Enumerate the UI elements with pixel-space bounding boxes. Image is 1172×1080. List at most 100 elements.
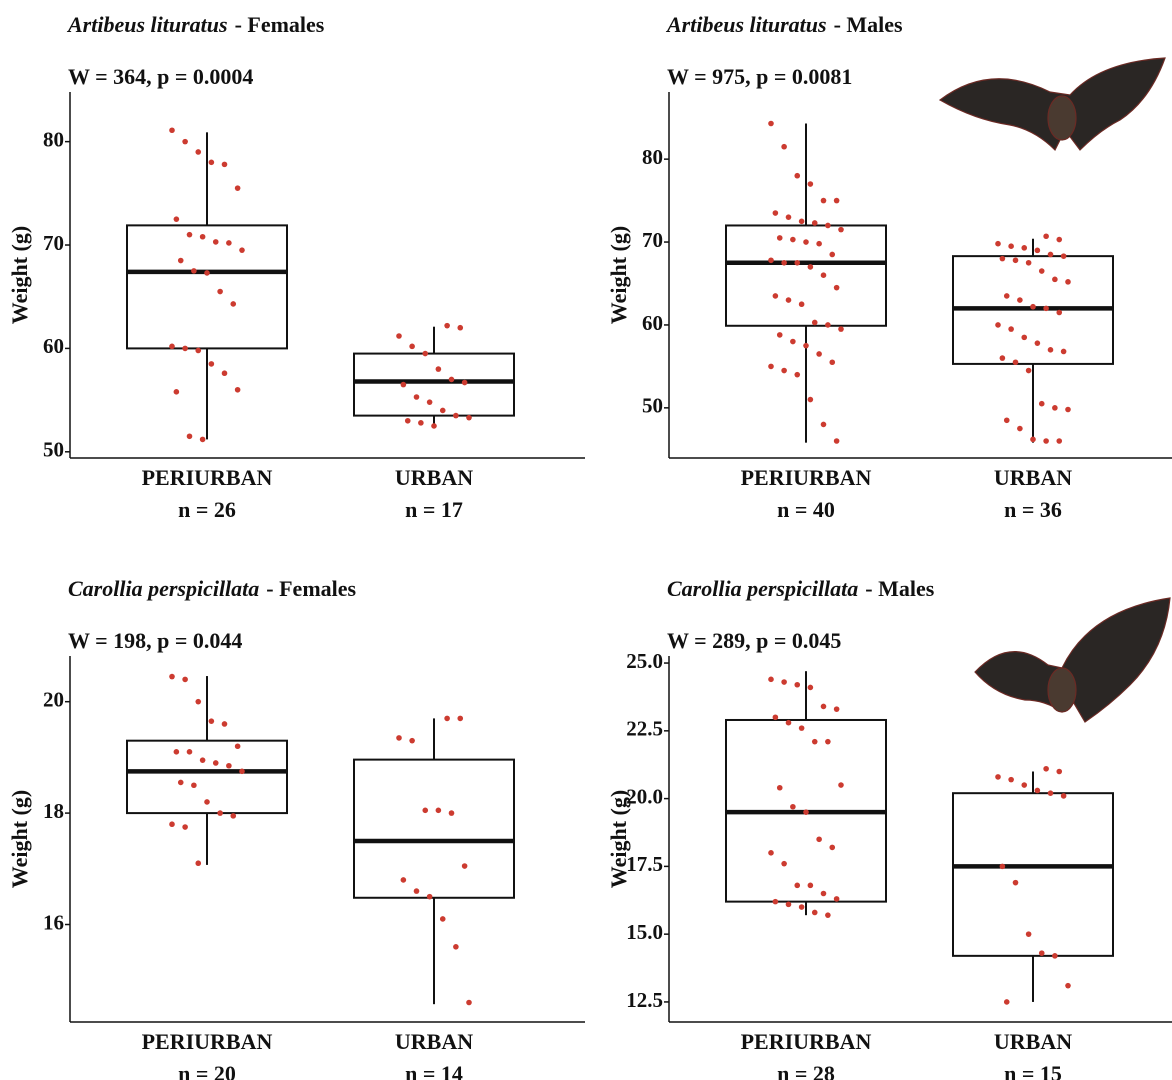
- x-tick-label: URBAN: [395, 1029, 473, 1054]
- data-point: [776, 784, 783, 791]
- data-point: [772, 293, 779, 299]
- test-statistic: W = 975, p = 0.0081: [667, 64, 852, 89]
- data-point: [1012, 359, 1019, 366]
- data-point: [1034, 247, 1041, 254]
- data-point: [1038, 268, 1045, 274]
- data-point: [781, 367, 787, 374]
- data-point: [798, 218, 805, 225]
- data-point: [768, 257, 774, 264]
- sample-size: n = 28: [777, 1061, 835, 1080]
- data-point: [431, 423, 437, 429]
- data-point: [1043, 305, 1049, 312]
- data-point: [195, 149, 202, 155]
- x-tick-label: PERIURBAN: [142, 1029, 273, 1054]
- y-axis-label: Weight (g): [7, 790, 32, 888]
- data-point: [1043, 438, 1049, 444]
- data-point: [173, 749, 180, 755]
- data-point: [195, 347, 202, 354]
- data-point: [413, 888, 420, 894]
- data-point: [807, 684, 814, 691]
- data-point: [820, 197, 827, 204]
- sex-label: - Males: [834, 12, 903, 37]
- data-point: [798, 904, 805, 910]
- species-name: Artibeus lituratus: [66, 12, 228, 37]
- data-point: [833, 706, 840, 712]
- y-tick-label: 12.5: [626, 988, 663, 1012]
- y-tick-label: 15.0: [626, 920, 663, 944]
- box: [353, 758, 515, 899]
- data-point: [1043, 765, 1049, 772]
- data-point: [173, 216, 180, 222]
- data-point: [838, 226, 844, 233]
- y-tick-label: 20: [43, 687, 64, 711]
- y-axis-label: Weight (g): [606, 790, 631, 888]
- data-point: [811, 909, 818, 916]
- data-point: [1021, 245, 1028, 251]
- test-statistic: W = 364, p = 0.0004: [68, 64, 253, 89]
- data-point: [785, 901, 792, 908]
- y-tick-label: 80: [43, 127, 64, 151]
- data-point: [426, 399, 433, 405]
- data-point: [186, 749, 193, 755]
- data-point: [413, 394, 420, 400]
- bat-body: [1047, 667, 1077, 713]
- sample-size: n = 20: [178, 1061, 236, 1080]
- y-axis-label: Weight (g): [7, 226, 32, 324]
- data-point: [461, 379, 468, 386]
- data-point: [794, 882, 801, 889]
- data-point: [230, 301, 237, 307]
- data-point: [422, 807, 429, 814]
- data-point: [1008, 326, 1014, 332]
- data-point: [768, 850, 774, 856]
- data-point: [182, 676, 188, 683]
- data-point: [820, 272, 827, 279]
- data-point: [169, 127, 175, 134]
- x-tick-label: PERIURBAN: [741, 465, 872, 490]
- data-point: [221, 161, 228, 168]
- data-point: [182, 824, 188, 830]
- data-point: [400, 381, 407, 388]
- y-tick-label: 60: [642, 311, 663, 335]
- data-point: [466, 414, 472, 421]
- data-point: [1052, 276, 1058, 283]
- data-point: [1038, 400, 1045, 407]
- data-point: [1065, 279, 1071, 285]
- data-point: [435, 807, 442, 814]
- panel-title: Carollia perspicillata - Females: [68, 576, 357, 601]
- box: [126, 224, 288, 350]
- bat-illustration: [938, 57, 1166, 152]
- sample-size: n = 40: [777, 497, 835, 522]
- y-tick-label: 22.5: [626, 717, 663, 741]
- panel: Carollia perspicillata - Males W = 289, p …: [606, 576, 1172, 1080]
- y-tick-label: 16: [43, 910, 64, 934]
- species-name: Carollia perspicillata: [667, 576, 858, 601]
- data-point: [1034, 787, 1041, 794]
- data-point: [226, 762, 232, 769]
- data-point: [772, 714, 779, 721]
- panel: Carollia perspicillata - Females W = 198, …: [7, 576, 585, 1080]
- data-point: [204, 270, 210, 276]
- data-point: [182, 345, 188, 352]
- panel: Artibeus lituratus - Females W = 364, p = …: [7, 12, 585, 522]
- data-point: [208, 718, 215, 724]
- data-point: [838, 326, 844, 332]
- data-point: [1025, 367, 1032, 374]
- y-tick-label: 25.0: [626, 649, 663, 673]
- data-point: [794, 172, 801, 179]
- data-point: [776, 235, 783, 241]
- data-point: [221, 721, 228, 727]
- sample-size: n = 15: [1004, 1061, 1062, 1080]
- data-point: [825, 912, 831, 918]
- data-point: [453, 943, 459, 950]
- data-point: [418, 420, 424, 426]
- sample-size: n = 14: [405, 1061, 463, 1080]
- data-point: [234, 386, 241, 393]
- data-point: [807, 264, 814, 270]
- data-point: [772, 898, 779, 905]
- sex-label: - Females: [266, 576, 356, 601]
- data-point: [1017, 297, 1023, 303]
- y-tick-label: 60: [43, 334, 64, 358]
- data-point: [1043, 233, 1049, 240]
- data-point: [1003, 417, 1010, 424]
- data-point: [457, 324, 464, 331]
